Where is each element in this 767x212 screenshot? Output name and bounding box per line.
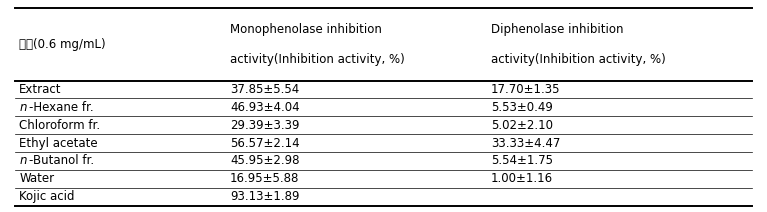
Text: 45.95±2.98: 45.95±2.98: [230, 155, 300, 167]
Text: 16.95±5.88: 16.95±5.88: [230, 172, 299, 185]
Text: 17.70±1.35: 17.70±1.35: [491, 83, 561, 96]
Text: 1.00±1.16: 1.00±1.16: [491, 172, 553, 185]
Text: activity(Inhibition activity, %): activity(Inhibition activity, %): [230, 53, 405, 66]
Text: n: n: [19, 101, 27, 114]
Text: 56.57±2.14: 56.57±2.14: [230, 137, 300, 150]
Text: Kojic acid: Kojic acid: [19, 190, 74, 203]
Text: 46.93±4.04: 46.93±4.04: [230, 101, 300, 114]
Text: 5.02±2.10: 5.02±2.10: [491, 119, 553, 132]
Text: Ethyl acetate: Ethyl acetate: [19, 137, 98, 150]
Text: activity(Inhibition activity, %): activity(Inhibition activity, %): [491, 53, 666, 66]
Text: 5.53±0.49: 5.53±0.49: [491, 101, 553, 114]
Text: Water: Water: [19, 172, 54, 185]
Text: Monophenolase inhibition: Monophenolase inhibition: [230, 23, 382, 36]
Text: Extract: Extract: [19, 83, 61, 96]
Text: 5.54±1.75: 5.54±1.75: [491, 155, 553, 167]
Text: -Hexane fr.: -Hexane fr.: [29, 101, 94, 114]
Text: 29.39±3.39: 29.39±3.39: [230, 119, 300, 132]
Text: n: n: [19, 155, 27, 167]
Text: 시료(0.6 mg/mL): 시료(0.6 mg/mL): [19, 38, 106, 51]
Text: -Butanol fr.: -Butanol fr.: [29, 155, 94, 167]
Text: Chloroform fr.: Chloroform fr.: [19, 119, 100, 132]
Text: Diphenolase inhibition: Diphenolase inhibition: [491, 23, 624, 36]
Text: 93.13±1.89: 93.13±1.89: [230, 190, 300, 203]
Text: 37.85±5.54: 37.85±5.54: [230, 83, 299, 96]
Text: 33.33±4.47: 33.33±4.47: [491, 137, 560, 150]
